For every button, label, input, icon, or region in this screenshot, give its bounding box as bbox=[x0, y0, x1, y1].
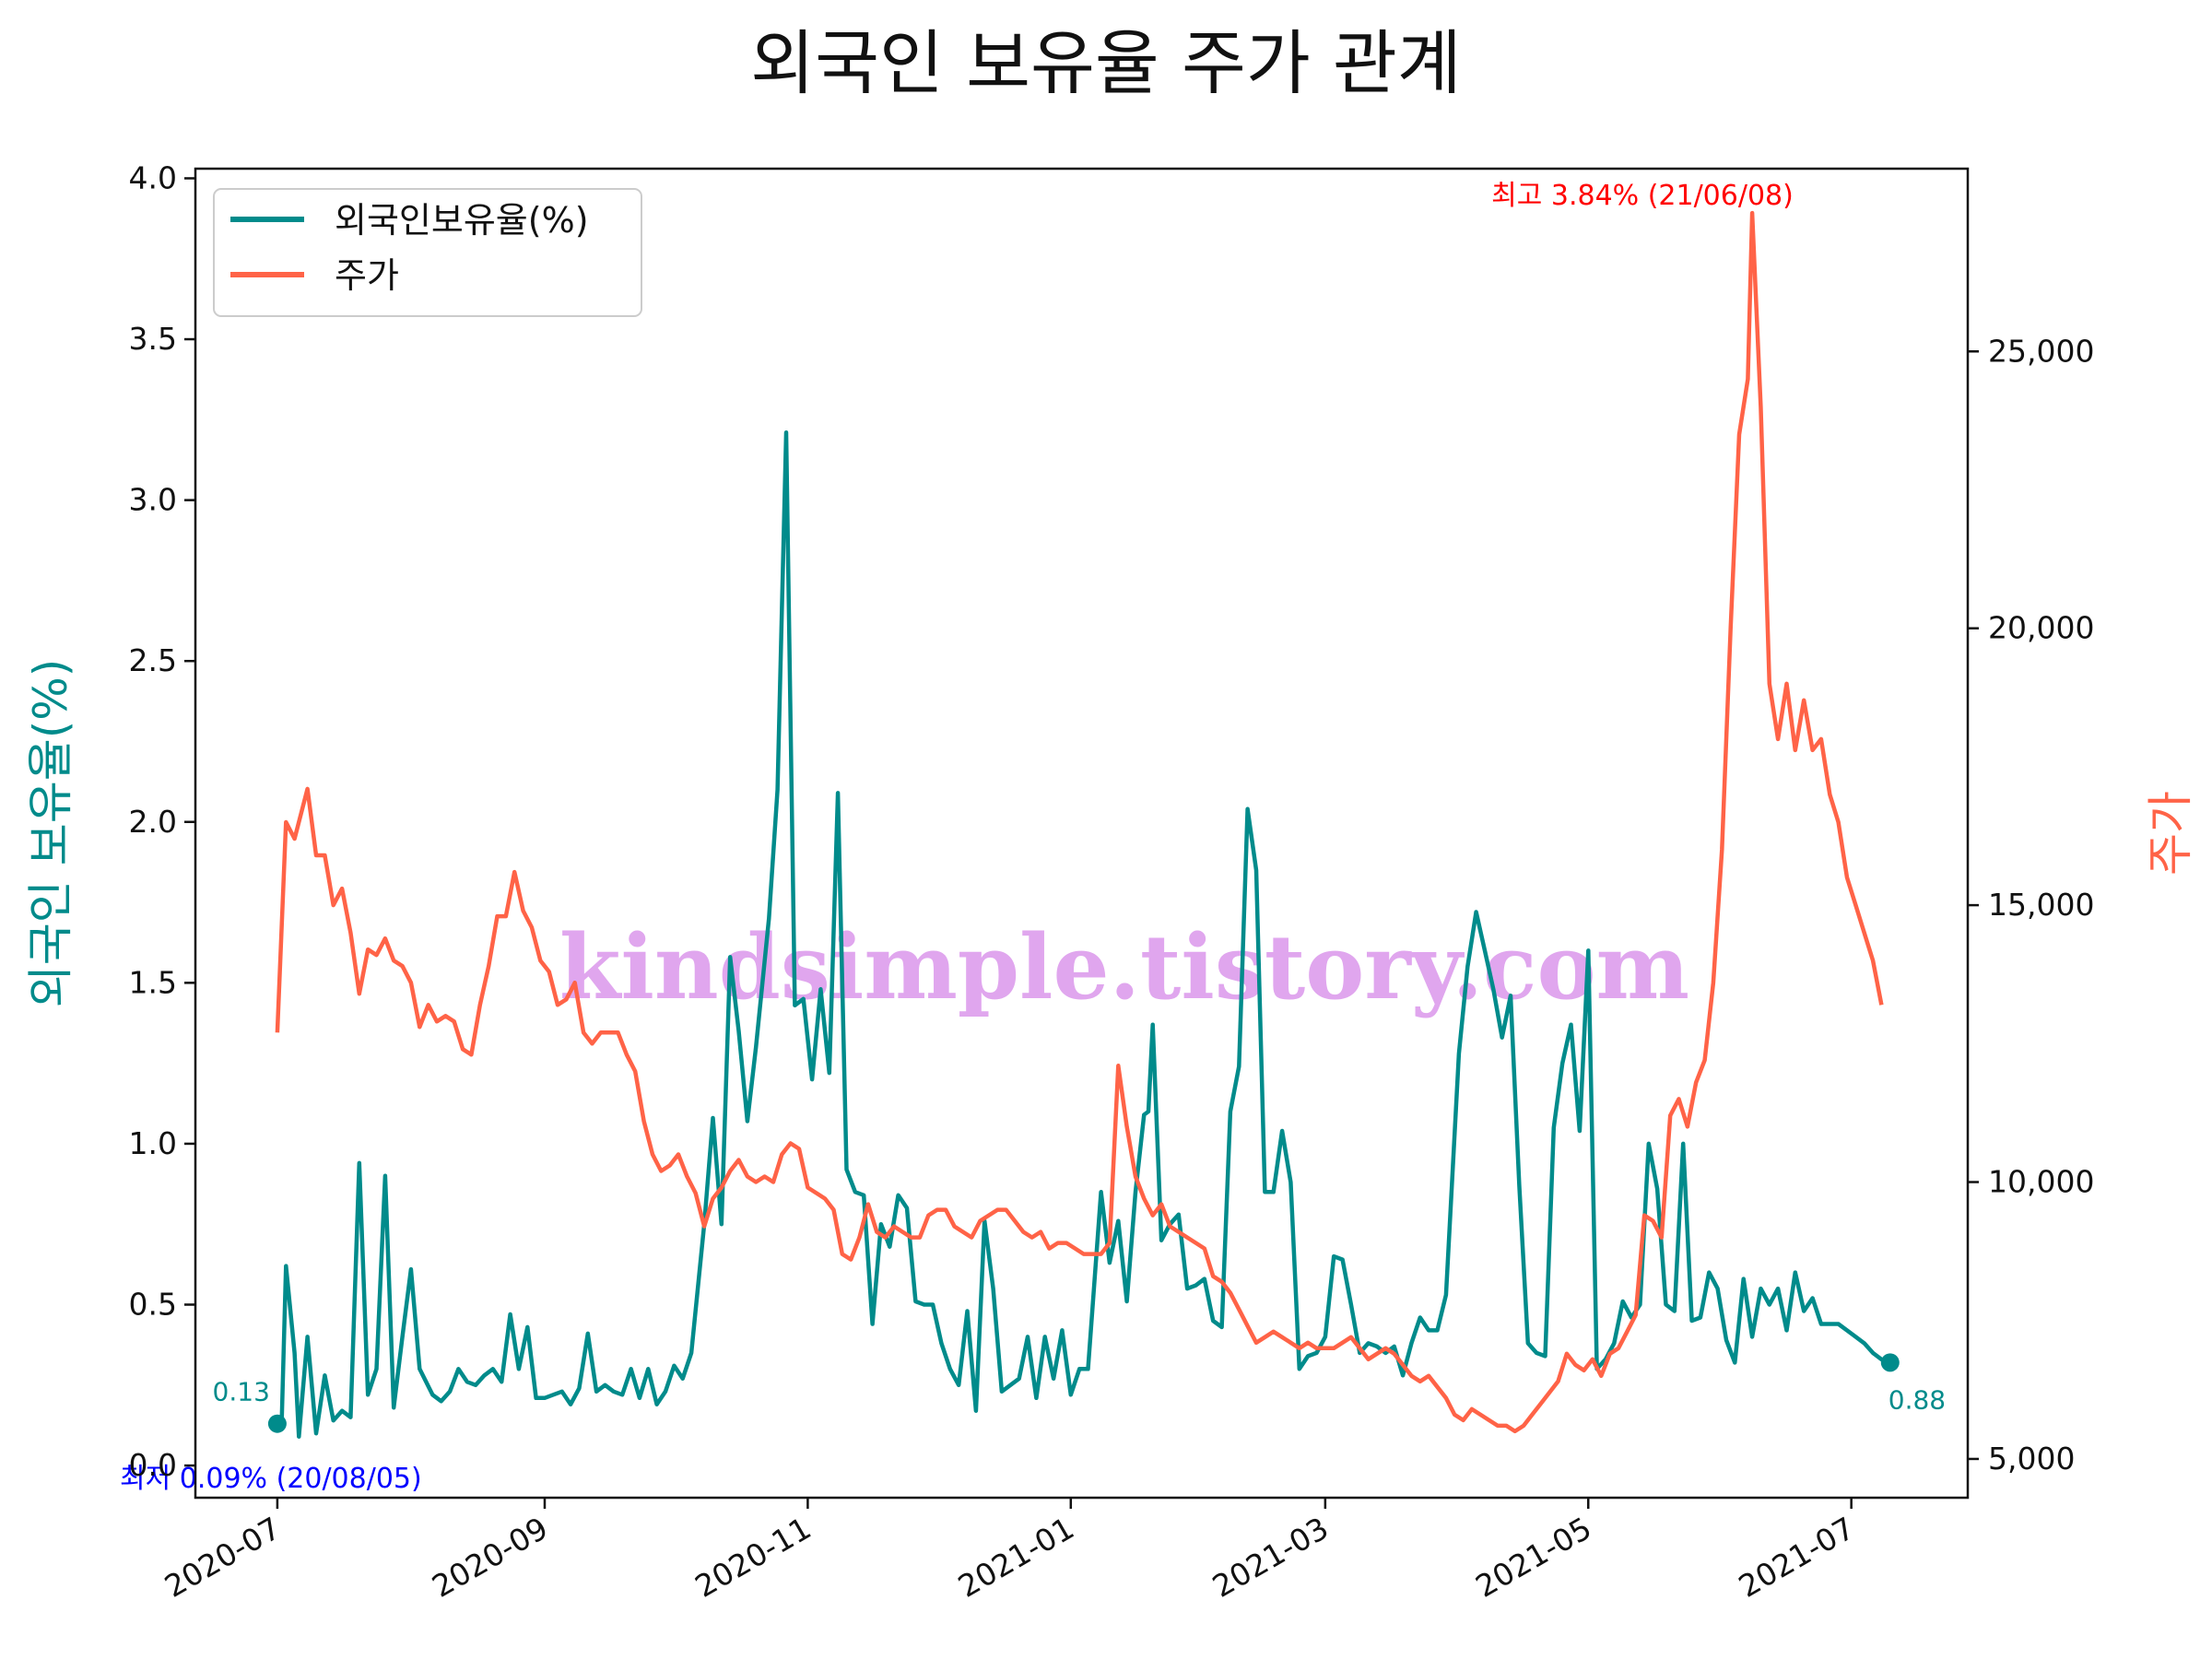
y-left-tick-label: 2.0 bbox=[129, 804, 177, 840]
watermark-layer: kindsimple.tistory.com bbox=[559, 915, 1689, 1019]
legend-label-foreign: 외국인보유율(%) bbox=[335, 200, 589, 241]
y-left-tick-label: 3.0 bbox=[129, 482, 177, 518]
y-left-tick-label: 3.5 bbox=[129, 321, 177, 357]
y-right-tick-label: 15,000 bbox=[1988, 887, 2094, 923]
watermark: kindsimple.tistory.com bbox=[559, 915, 1689, 1019]
end-point-marker bbox=[1880, 1353, 1900, 1372]
line-series-foreign-ownership bbox=[276, 430, 1891, 1439]
line-series-stock-price bbox=[275, 210, 1884, 1434]
y-axis-right-label: 주가 bbox=[2144, 791, 2197, 876]
legend-label-price: 주가 bbox=[335, 255, 399, 296]
y-left-tick-label: 2.5 bbox=[129, 642, 177, 678]
legend: 외국인보유율(%) 주가 bbox=[213, 188, 642, 317]
y-right-tick-label: 20,000 bbox=[1988, 610, 2094, 646]
max-annotation: 최고 3.84% (21/06/08) bbox=[1491, 180, 1794, 212]
y-right-tick-label: 25,000 bbox=[1988, 333, 2094, 369]
left-axis: 0.0 0.5 1.0 1.5 2.0 2.5 3.0 3.5 4.0 bbox=[129, 159, 195, 1483]
y-right-tick-label: 5,000 bbox=[1988, 1441, 2075, 1477]
lines-layer bbox=[275, 210, 1891, 1439]
start-value-label: 0.13 bbox=[213, 1377, 270, 1407]
y-left-tick-label: 4.0 bbox=[129, 159, 177, 195]
min-annotation: 최저 0.09% (20/08/05) bbox=[120, 1463, 422, 1495]
annotations-layer: 0.13 0.88 최고 3.84% (21/06/08) 최저 0.09% (20/… bbox=[120, 180, 1946, 1495]
plot-frame bbox=[194, 167, 1970, 1500]
right-axis: 5,000 10,000 15,000 20,000 25,000 bbox=[1968, 333, 2094, 1477]
y-left-tick-label: 0.5 bbox=[129, 1287, 177, 1323]
start-point-marker bbox=[267, 1414, 287, 1433]
y-axis-left-label: 외국인 보유율(%) bbox=[24, 659, 77, 1007]
y-left-tick-label: 1.5 bbox=[129, 964, 177, 1000]
y-right-tick-label: 10,000 bbox=[1988, 1164, 2094, 1200]
legend-box bbox=[213, 188, 642, 317]
end-value-label: 0.88 bbox=[1888, 1384, 1946, 1415]
y-left-tick-label: 1.0 bbox=[129, 1125, 177, 1161]
y-left-tick-label: 0.0 bbox=[129, 1447, 177, 1483]
chart-title: 외국인 보유율 주가 관계 bbox=[750, 22, 1462, 104]
